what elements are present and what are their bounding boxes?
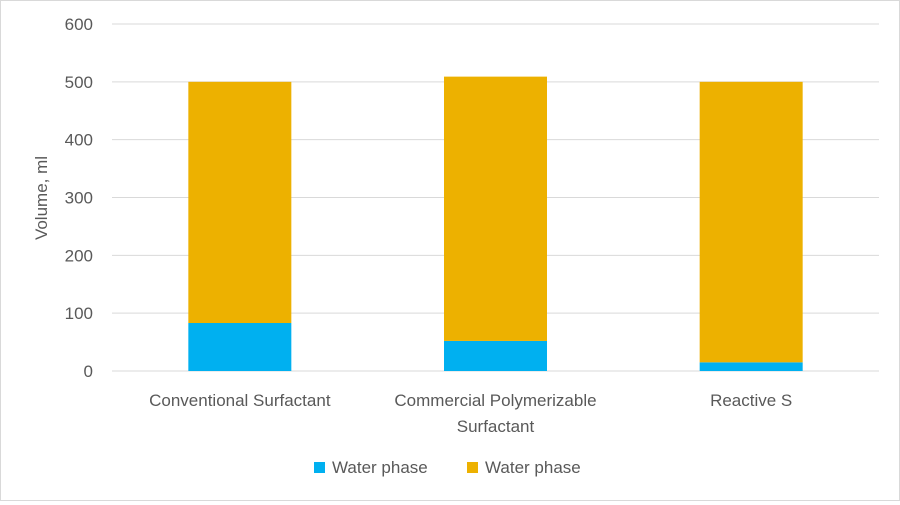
y-tick-label-300: 300 xyxy=(65,189,93,208)
bar-1-series-1 xyxy=(444,76,547,341)
x-tick-labels: Conventional Surfactant Commercial Polyme… xyxy=(149,391,792,436)
x-tick-label-2: Reactive S xyxy=(710,391,792,410)
bar-2-series-0 xyxy=(699,362,803,371)
x-tick-label-2-line-0: Reactive S xyxy=(710,391,792,410)
x-tick-label-0: Conventional Surfactant xyxy=(149,391,331,410)
legend: Water phase Water phase xyxy=(314,458,581,477)
bar-1-series-0 xyxy=(444,340,547,371)
y-tick-label-500: 500 xyxy=(65,73,93,92)
x-tick-label-0-line-0: Conventional Surfactant xyxy=(149,391,331,410)
x-tick-label-1: Commercial Polymerizable Surfactant xyxy=(394,391,596,436)
y-tick-label-200: 200 xyxy=(65,246,93,265)
y-tick-label-400: 400 xyxy=(65,131,93,150)
y-tick-label-600: 600 xyxy=(65,15,93,34)
y-axis-label: Volume, ml xyxy=(32,156,51,240)
y-tick-labels: 0 100 200 300 400 500 600 xyxy=(65,15,93,381)
bar-2-series-1 xyxy=(699,81,803,363)
bars xyxy=(188,76,803,371)
bar-0-series-0 xyxy=(188,322,292,371)
y-tick-label-0: 0 xyxy=(84,362,93,381)
legend-label-1: Water phase xyxy=(485,458,581,477)
legend-label-0: Water phase xyxy=(332,458,428,477)
x-tick-label-1-line-0: Commercial Polymerizable xyxy=(394,391,596,410)
legend-swatch-1 xyxy=(467,462,478,473)
x-tick-label-1-line-1: Surfactant xyxy=(457,417,535,436)
bar-0-series-1 xyxy=(188,81,292,323)
y-tick-label-100: 100 xyxy=(65,304,93,323)
legend-swatch-0 xyxy=(314,462,325,473)
